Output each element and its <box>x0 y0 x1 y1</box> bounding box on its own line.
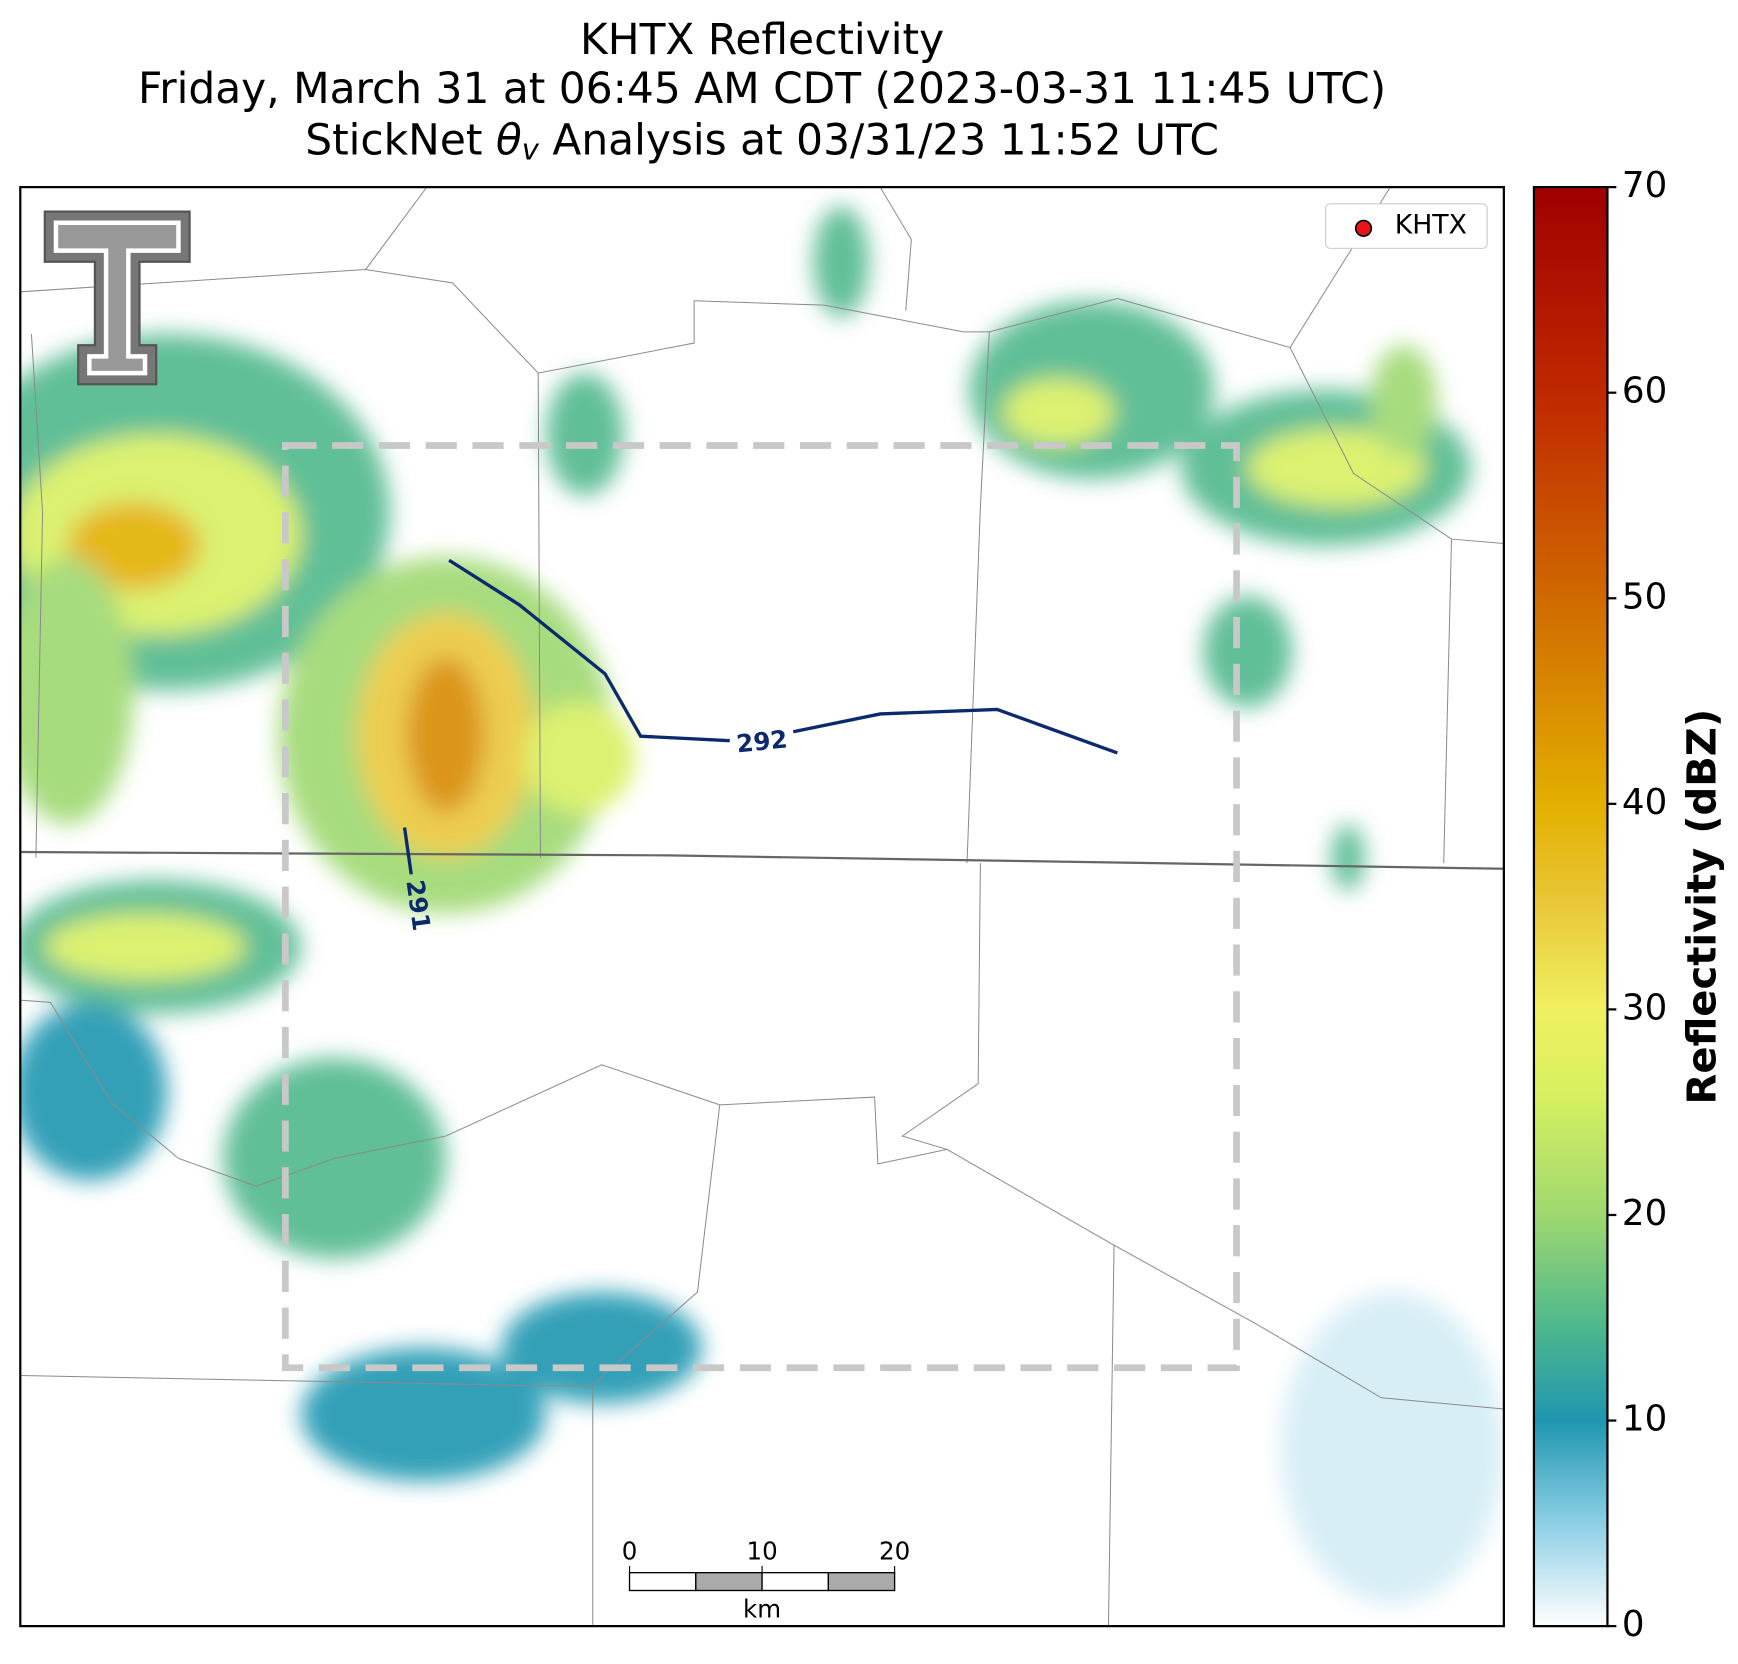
scale-segment <box>628 1572 697 1592</box>
colorbar-tick-label: 50 <box>1622 576 1667 617</box>
scale-tick-label: 10 <box>746 1537 777 1566</box>
colorbar-tick-label: 30 <box>1622 987 1667 1028</box>
logo <box>43 210 191 386</box>
contour-label: 291 <box>400 878 436 933</box>
colorbar-tick-label: 0 <box>1622 1604 1645 1645</box>
colorbar-tick-label: 40 <box>1622 782 1667 823</box>
scale-segment <box>695 1572 763 1592</box>
title-text: Analysis at 03/31/23 11:52 UTC <box>539 115 1219 164</box>
scale-segment <box>761 1572 830 1592</box>
state-line <box>20 850 1504 870</box>
colorbar-tick-label: 20 <box>1622 1193 1667 1234</box>
scale-unit: km <box>743 1595 781 1624</box>
scale-bar: 0 10 20 km <box>622 1537 910 1624</box>
colorbar <box>1532 186 1609 1628</box>
colorbar-tick-label: 10 <box>1622 1399 1667 1440</box>
scale-tick-label: 20 <box>879 1537 910 1566</box>
title-line: Friday, March 31 at 06:45 AM CDT (2023-0… <box>138 64 1386 113</box>
contour-line <box>792 707 1118 755</box>
title-text: StickNet <box>305 115 496 164</box>
contour-line <box>448 558 730 743</box>
map-frame <box>19 186 1505 1628</box>
analysis-domain <box>282 442 1240 1372</box>
contour-label: 292 <box>735 724 789 758</box>
legend-label: KHTX <box>1395 210 1467 241</box>
colorbar-label: Reflectivity (dBZ) <box>1679 709 1725 1105</box>
colorbar-tick-label: 60 <box>1622 371 1667 412</box>
title-line: KHTX Reflectivity <box>580 15 944 64</box>
title-subscript: v <box>522 132 540 166</box>
title-line: StickNet θv Analysis at 03/31/23 11:52 U… <box>305 115 1219 166</box>
radar-echoes <box>20 206 1504 1604</box>
title-symbol: θ <box>496 115 522 164</box>
scale-tick-label: 0 <box>622 1537 638 1566</box>
map: 292 291 <box>20 187 1504 1627</box>
legend-marker <box>1354 219 1373 237</box>
colorbar-tick-label: 70 <box>1622 165 1667 206</box>
contour-line <box>402 827 413 875</box>
legend <box>1325 203 1488 249</box>
scale-segment <box>827 1572 896 1592</box>
county-lines <box>20 187 1504 1627</box>
